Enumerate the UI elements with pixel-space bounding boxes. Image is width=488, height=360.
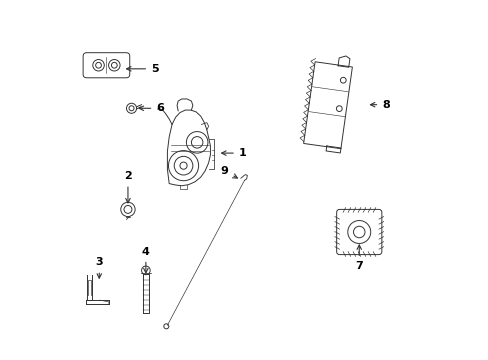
Text: 6: 6 [139, 103, 164, 113]
Text: 2: 2 [124, 171, 132, 203]
Text: 8: 8 [370, 100, 389, 110]
Bar [303, 62, 352, 149]
Text: 9: 9 [221, 166, 237, 178]
Text: 7: 7 [355, 245, 363, 271]
Text: 4: 4 [142, 247, 149, 273]
Text: 5: 5 [126, 64, 158, 74]
Text: 3: 3 [95, 257, 103, 278]
Text: 1: 1 [221, 148, 246, 158]
